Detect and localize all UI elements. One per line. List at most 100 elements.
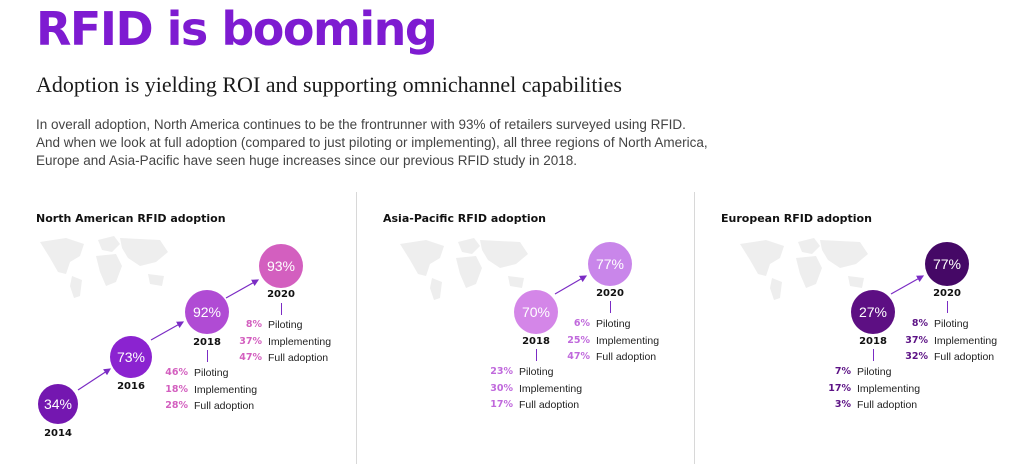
eu-stats-2018: 7% Piloting 17% Implementing 3% Full adopti…	[825, 364, 920, 414]
stat-label: Piloting	[194, 367, 229, 379]
stat-pct: 3%	[834, 399, 851, 410]
world-map-graphic	[740, 238, 868, 300]
stat-label: Full adoption	[268, 352, 329, 364]
ap-tick-2020	[610, 301, 611, 313]
arrow-eu-2018-2020	[890, 275, 925, 295]
stat-label: Full adoption	[857, 399, 918, 411]
stat-pct: 17%	[490, 399, 513, 410]
stat-pct: 28%	[165, 400, 188, 411]
ap-stats-2018: 23% Piloting 30% Implementing 17% Full adop…	[487, 364, 582, 414]
stat-row: 25% Implementing	[564, 333, 659, 350]
arrow-na-2018-2020	[225, 279, 260, 299]
ap-tick-2018	[536, 349, 537, 361]
stat-pct: 23%	[490, 366, 513, 377]
na-tick-2018	[207, 350, 208, 362]
arrow-na-2014-2016	[77, 368, 112, 391]
panel-divider	[356, 192, 357, 464]
ap-year-2018: 2018	[522, 336, 550, 347]
stat-label: Implementing	[934, 334, 998, 347]
stat-label: Implementing	[596, 334, 660, 347]
na-value-2014: 34%	[43, 396, 73, 412]
arrow-ap-2018-2020	[554, 275, 588, 295]
na-value-2020: 93%	[266, 258, 296, 274]
stat-row: 37% Implementing	[902, 333, 997, 350]
eu-circle-2020: 77%	[925, 242, 969, 286]
stat-row: 17% Full adoption	[487, 397, 582, 414]
stat-label: Implementing	[519, 382, 583, 395]
stat-label: Implementing	[268, 335, 332, 348]
map-shape	[40, 236, 168, 298]
eu-tick-2020	[947, 301, 948, 313]
intro-paragraph: In overall adoption, North America conti…	[36, 116, 776, 170]
headline: RFID is booming	[36, 2, 438, 56]
na-circle-2014: 34%	[38, 384, 78, 424]
stat-pct: 7%	[834, 366, 851, 377]
stat-row: 18% Implementing	[162, 382, 257, 399]
stat-row: 47% Full adoption	[564, 349, 659, 366]
stat-label: Full adoption	[519, 399, 580, 411]
stat-row: 8% Piloting	[236, 317, 331, 334]
intro-line: In overall adoption, North America conti…	[36, 117, 686, 132]
ap-circle-2020: 77%	[588, 242, 632, 286]
stat-pct: 18%	[165, 383, 188, 395]
stat-pct: 25%	[567, 334, 590, 346]
stat-row: 3% Full adoption	[825, 397, 920, 414]
stat-row: 6% Piloting	[564, 316, 659, 333]
stat-label: Piloting	[519, 366, 554, 378]
ap-value-2018: 70%	[521, 304, 551, 320]
stat-row: 17% Implementing	[825, 381, 920, 398]
stat-pct: 46%	[165, 367, 188, 378]
world-map-graphic	[400, 238, 528, 300]
eu-stats-2020: 8% Piloting 37% Implementing 32% Full adopt…	[902, 316, 997, 366]
na-tick-2020	[281, 303, 282, 315]
eu-value-2018: 27%	[858, 304, 888, 320]
stat-row: 8% Piloting	[902, 316, 997, 333]
arrow-na-2016-2018	[150, 321, 185, 341]
map-shape	[740, 238, 868, 300]
panel-title-north-america: North American RFID adoption	[36, 212, 226, 225]
stat-label: Full adoption	[596, 351, 657, 363]
stat-pct: 17%	[828, 382, 851, 394]
stat-label: Piloting	[857, 366, 892, 378]
stat-label: Piloting	[268, 319, 303, 331]
stat-row: 7% Piloting	[825, 364, 920, 381]
stat-label: Full adoption	[934, 351, 995, 363]
stat-row: 32% Full adoption	[902, 349, 997, 366]
ap-year-2020: 2020	[596, 288, 624, 299]
na-stats-2020: 8% Piloting 37% Implementing 47% Full adopt…	[236, 317, 331, 367]
ap-stats-2020: 6% Piloting 25% Implementing 47% Full adopt…	[564, 316, 659, 366]
ap-circle-2018: 70%	[514, 290, 558, 334]
na-circle-2016: 73%	[110, 336, 152, 378]
intro-line: And when we look at full adoption (compa…	[36, 135, 708, 150]
stat-label: Implementing	[857, 382, 921, 395]
subtitle: Adoption is yielding ROI and supporting …	[36, 72, 622, 97]
stat-row: 28% Full adoption	[162, 398, 257, 415]
na-year-2020: 2020	[267, 289, 295, 300]
stat-pct: 32%	[905, 351, 928, 362]
na-circle-2020: 93%	[259, 244, 303, 288]
eu-year-2020: 2020	[933, 288, 961, 299]
stat-pct: 8%	[911, 318, 928, 329]
map-shape	[400, 238, 528, 300]
stat-label: Piloting	[934, 318, 969, 330]
na-year-2014: 2014	[44, 428, 72, 439]
na-value-2016: 73%	[116, 349, 146, 365]
stat-row: 46% Piloting	[162, 365, 257, 382]
stat-row: 30% Implementing	[487, 381, 582, 398]
intro-line: Europe and Asia-Pacific have seen huge i…	[36, 153, 578, 168]
stat-pct: 8%	[245, 319, 262, 330]
stat-label: Implementing	[194, 383, 258, 396]
stat-row: 37% Implementing	[236, 334, 331, 351]
stat-row: 47% Full adoption	[236, 350, 331, 367]
eu-tick-2018	[873, 349, 874, 361]
ap-value-2020: 77%	[595, 256, 625, 272]
na-circle-2018: 92%	[185, 290, 229, 334]
panel-title-europe: European RFID adoption	[721, 212, 872, 225]
na-stats-2018: 46% Piloting 18% Implementing 28% Full adop…	[162, 365, 257, 415]
panel-title-asia-pacific: Asia-Pacific RFID adoption	[383, 212, 546, 225]
na-year-2016: 2016	[117, 381, 145, 392]
stat-pct: 37%	[905, 334, 928, 346]
eu-value-2020: 77%	[932, 256, 962, 272]
stat-label: Piloting	[596, 318, 631, 330]
